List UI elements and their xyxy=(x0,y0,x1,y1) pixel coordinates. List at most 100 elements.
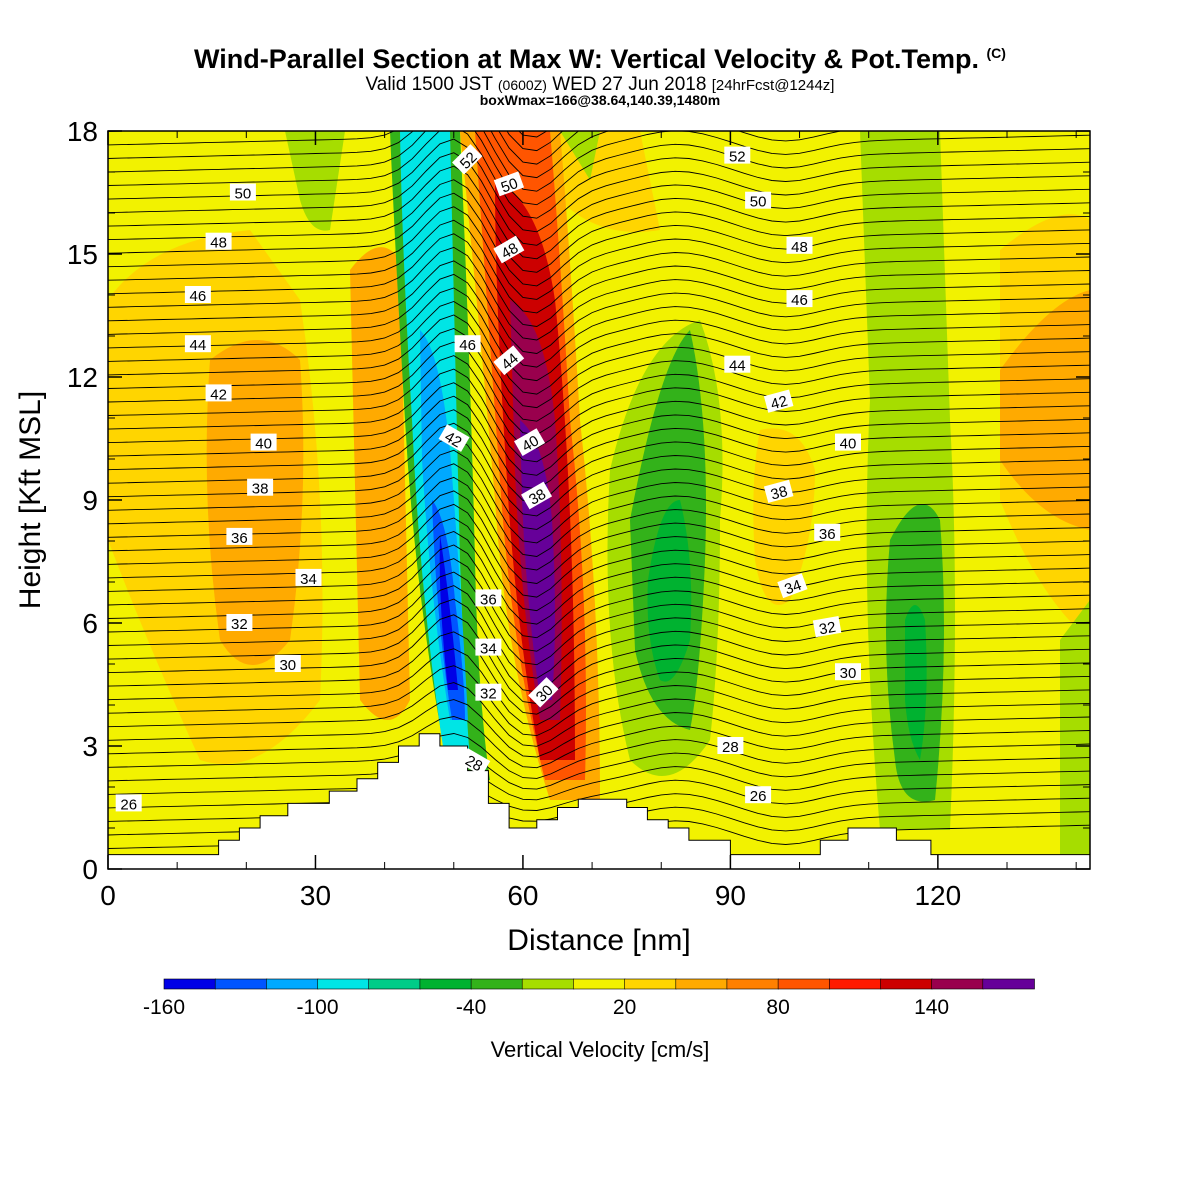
theta-label: 50 xyxy=(745,191,772,211)
colorbar-label: Vertical Velocity [cm/s] xyxy=(491,1037,710,1062)
theta-label-text: 28 xyxy=(462,752,485,775)
theta-contour-line xyxy=(108,328,1090,422)
theta-label-text: 36 xyxy=(819,526,836,543)
theta-label-text: 38 xyxy=(526,486,549,509)
theta-contour-line xyxy=(108,152,1090,246)
theta-contour-line xyxy=(108,716,1090,769)
theta-label: 26 xyxy=(115,794,142,813)
colorbar-swatch xyxy=(573,978,626,990)
theta-label-text: 40 xyxy=(519,432,542,455)
colorbar-swatch xyxy=(521,978,575,990)
theta-contour-line xyxy=(108,138,1090,233)
x-tick-label: 90 xyxy=(715,880,746,911)
colorbar-swatch xyxy=(214,978,268,990)
theta-label-text: 32 xyxy=(231,616,248,633)
theta-contour-line xyxy=(108,558,1090,652)
theta-label-text: 36 xyxy=(231,530,248,547)
theta-label-text: 34 xyxy=(300,571,317,588)
theta-contour-line xyxy=(108,233,1090,327)
theta-contour-line xyxy=(108,131,1090,206)
theta-contour-line xyxy=(108,476,1090,571)
x-tick-label: 120 xyxy=(914,880,961,911)
theta-contour-line xyxy=(108,17,1090,110)
chart-title: Wind-Parallel Section at Max W: Vertical… xyxy=(194,44,1006,74)
theta-label: 48 xyxy=(786,236,813,256)
theta-contour-line xyxy=(108,192,1090,287)
theta-label: 44 xyxy=(493,345,525,376)
theta-contour-line xyxy=(108,395,1090,490)
colorbar-swatch xyxy=(317,978,370,990)
theta-label: 30 xyxy=(835,663,861,682)
theta-contour-line xyxy=(108,598,1090,693)
theta-contour-line xyxy=(108,131,844,179)
theta-label-text: 48 xyxy=(210,235,227,252)
colorbar-swatch xyxy=(931,978,984,990)
theta-label-text: 40 xyxy=(255,436,272,453)
theta-label: 26 xyxy=(745,786,772,805)
y-tick-label: 9 xyxy=(82,485,98,516)
theta-contour-line xyxy=(108,571,1090,666)
x-tick-label: 0 xyxy=(100,880,116,911)
theta-label: 48 xyxy=(493,235,525,264)
theta-label-text: 42 xyxy=(769,393,790,414)
y-tick-label: 15 xyxy=(67,239,98,270)
theta-label-text: 34 xyxy=(782,577,803,599)
theta-contour-line xyxy=(108,779,1090,811)
theta-label-text: 38 xyxy=(769,483,790,504)
theta-label-text: 28 xyxy=(722,739,739,756)
theta-label-text: 36 xyxy=(480,591,497,608)
theta-label-text: 26 xyxy=(750,788,767,805)
colorbar-swatch xyxy=(163,978,217,990)
theta-label: 50 xyxy=(493,171,525,197)
y-tick-label: 18 xyxy=(67,116,98,147)
theta-label: 32 xyxy=(812,615,842,638)
theta-label: 32 xyxy=(226,614,253,633)
y-tick-label: 3 xyxy=(82,731,98,762)
theta-contour-line xyxy=(108,131,1090,192)
theta-label-text: 32 xyxy=(480,686,497,703)
theta-contour-line xyxy=(108,287,1090,382)
theta-contour-line xyxy=(108,314,1090,409)
theta-label: 44 xyxy=(724,355,751,375)
colorbar: -160 -100 -40 20 80 140 xyxy=(143,978,1035,1019)
theta-contour-line xyxy=(108,544,1090,639)
theta-label: 28 xyxy=(717,737,744,756)
theta-label-text: 42 xyxy=(442,428,465,451)
theta-contour-line xyxy=(108,766,1090,801)
colorbar-swatch xyxy=(419,978,472,990)
x-tick-label: 60 xyxy=(507,880,538,911)
theta-label-text: 46 xyxy=(791,292,808,309)
theta-label: 42 xyxy=(763,389,794,414)
theta-label: 46 xyxy=(786,290,813,309)
theta-contour-line xyxy=(108,179,1090,273)
theta-label-text: 44 xyxy=(190,337,207,354)
theta-label-text: 40 xyxy=(840,436,857,453)
theta-label-text: 50 xyxy=(499,175,520,197)
y-tick-label: 6 xyxy=(82,608,98,639)
theta-contour-line xyxy=(108,682,1090,747)
theta-contour-line xyxy=(108,733,1090,779)
theta-label: 46 xyxy=(454,335,481,354)
theta-contour-line xyxy=(108,260,1090,354)
theta-contour-line xyxy=(108,614,1090,704)
theta-contour-line xyxy=(108,531,1090,625)
theta-contour-line xyxy=(108,490,1090,584)
colorbar-tick-label: -160 xyxy=(143,996,185,1019)
theta-label: 50 xyxy=(229,183,256,203)
theta-label: 44 xyxy=(184,335,211,354)
colorbar-swatch xyxy=(777,978,831,990)
colorbar-tick-label: 140 xyxy=(914,996,949,1019)
chart-subtitle: Valid 1500 JST (0600Z) WED 27 Jun 2018 [… xyxy=(365,74,835,95)
theta-contour-line xyxy=(108,585,1090,679)
y-tick-label: 12 xyxy=(67,362,98,393)
theta-label: 28 xyxy=(459,748,491,776)
colorbar-swatch xyxy=(266,978,319,990)
theta-contour-line xyxy=(108,503,1090,598)
theta-contour-line xyxy=(108,165,1090,260)
colorbar-swatch xyxy=(470,978,524,990)
theta-label-text: 42 xyxy=(210,386,227,403)
colorbar-swatch xyxy=(368,978,421,990)
theta-contour-line xyxy=(518,131,548,138)
theta-contour-line xyxy=(108,368,1090,463)
